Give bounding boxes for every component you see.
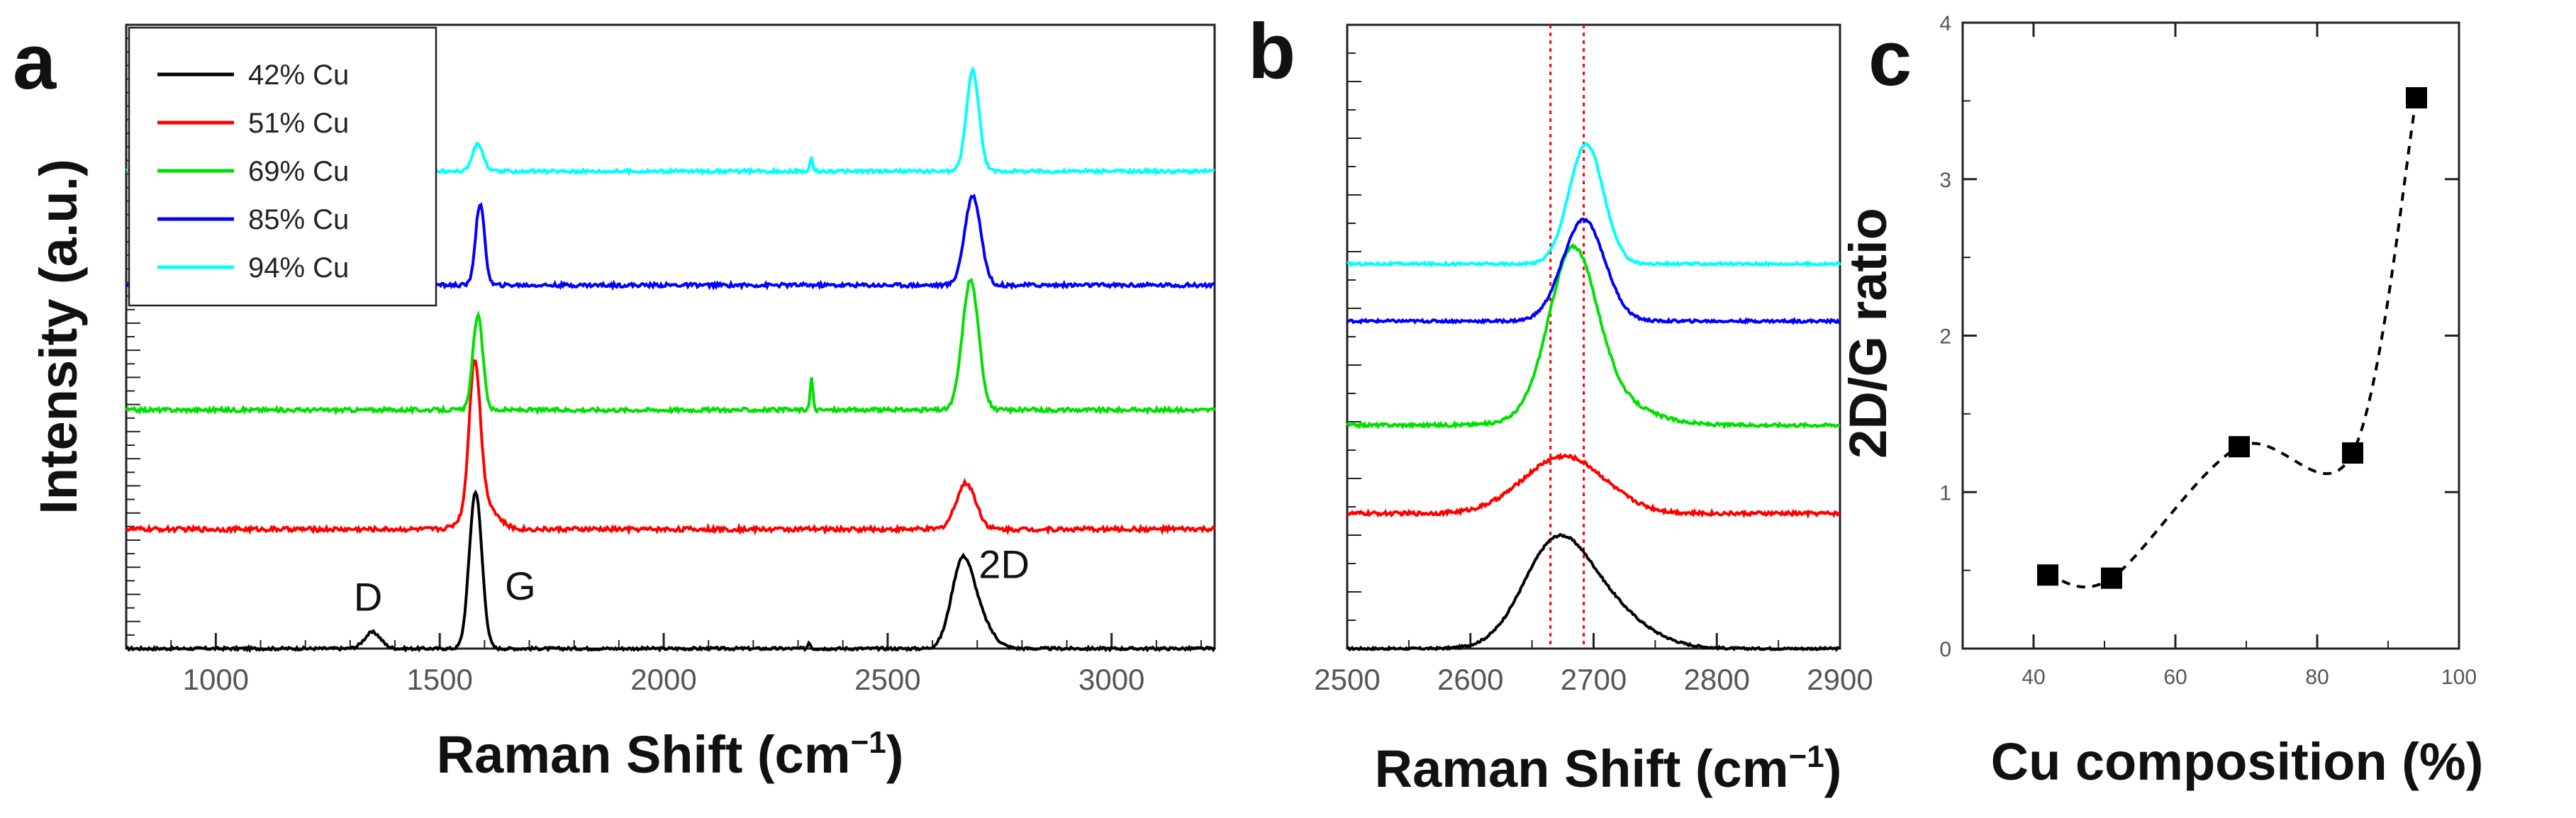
panel-b-x-ticks: 2500 2600 2700 2800 2900 <box>1314 633 1873 696</box>
panel-c-y-ticks: 0 1 2 3 4 <box>1939 12 2459 661</box>
y-tick-label: 1 <box>1939 481 1951 505</box>
panel-b-x-axis-superscript: −1 <box>1789 739 1824 774</box>
series-line-42cu <box>126 489 1216 654</box>
peak-label-g: G <box>505 564 536 608</box>
x-tick-label: 2900 <box>1807 663 1873 696</box>
x-tick-label: 3000 <box>1078 663 1144 696</box>
series-line-94cu <box>1346 142 1841 269</box>
panel-a-series <box>125 65 1216 654</box>
x-tick-label: 80 <box>2305 666 2329 689</box>
legend-entries: 42% Cu 51% Cu 69% Cu 85% Cu 94% Cu <box>157 60 349 284</box>
panel-letter-c: c <box>1868 15 1912 102</box>
legend-label: 69% Cu <box>248 156 349 187</box>
panel-b: 2500 2600 2700 2800 2900 Raman Shift (cm−1) <box>1314 23 1873 798</box>
trend-line <box>2047 97 2418 589</box>
data-point <box>2406 86 2427 108</box>
series-line-51cu <box>125 359 1216 536</box>
panel-letter-b: b <box>1248 8 1295 95</box>
x-tick-label: 2600 <box>1437 663 1503 696</box>
series-line-51cu <box>1346 452 1841 520</box>
legend-label: 94% Cu <box>248 252 349 284</box>
panel-a-x-axis-title: Raman Shift (cm−1) <box>437 725 904 784</box>
panel-c-y-axis-title: 2D/G ratio <box>1839 208 1897 459</box>
panel-letter-a: a <box>13 18 57 106</box>
series-line-85cu <box>1346 217 1841 325</box>
panel-c-plot-frame <box>1961 21 2460 650</box>
x-tick-label: 2500 <box>1314 663 1380 696</box>
data-point <box>2229 436 2250 458</box>
panel-b-x-axis-title: Raman Shift (cm−1) <box>1375 739 1842 798</box>
x-tick-label: 2700 <box>1561 663 1627 696</box>
peak-label-d: D <box>354 574 382 619</box>
panel-c: 0 1 2 3 4 40 60 80 100 Cu composition (%) 2D/G … <box>1839 12 2483 791</box>
x-tick-label: 1500 <box>406 663 472 696</box>
panel-a: 1000 1500 2000 2500 3000 D G 2D 42% Cu 51% Cu 69… <box>29 23 1216 784</box>
data-point <box>2101 567 2122 589</box>
peak-label-2d: 2D <box>978 542 1030 587</box>
legend-label: 42% Cu <box>248 60 349 91</box>
legend-label: 85% Cu <box>248 204 349 235</box>
panel-c-series <box>2037 86 2427 589</box>
series-line-69cu <box>1346 242 1841 430</box>
y-tick-label: 4 <box>1939 12 1951 35</box>
panel-a-x-ticks: 1000 1500 2000 2500 3000 <box>126 633 1203 696</box>
panel-b-x-axis-close: ) <box>1824 739 1842 798</box>
data-point <box>2342 442 2363 464</box>
panel-a-y-axis-title: Intensity (a.u.) <box>29 159 88 515</box>
panel-b-reference-lines <box>1549 25 1585 649</box>
panel-b-plot-frame <box>1346 23 1841 650</box>
panel-b-y-minor-ticks <box>1347 52 1361 621</box>
x-tick-label: 1000 <box>183 663 249 696</box>
panel-a-legend: 42% Cu 51% Cu 69% Cu 85% Cu 94% Cu <box>128 26 437 307</box>
panel-a-annotations: D G 2D <box>354 542 1030 620</box>
panel-b-series <box>1346 142 1841 652</box>
y-tick-label: 0 <box>1939 638 1951 661</box>
data-point <box>2037 564 2058 586</box>
x-tick-label: 2800 <box>1684 663 1750 696</box>
x-tick-label: 40 <box>2022 666 2045 689</box>
panel-a-x-axis-superscript: −1 <box>851 725 886 760</box>
panel-a-x-axis-close: ) <box>886 725 904 784</box>
x-tick-label: 60 <box>2163 666 2187 689</box>
legend-label: 51% Cu <box>248 108 349 139</box>
panel-c-x-ticks: 40 60 80 100 <box>1962 23 2477 689</box>
series-line-69cu <box>125 277 1216 415</box>
panel-c-x-axis-title: Cu composition (%) <box>1991 732 2484 791</box>
y-tick-label: 3 <box>1939 169 1951 192</box>
series-line-42cu <box>1346 532 1841 652</box>
y-tick-label: 2 <box>1939 325 1951 349</box>
x-tick-label: 2000 <box>630 663 696 696</box>
x-tick-label: 2500 <box>854 663 920 696</box>
x-tick-label: 100 <box>2441 666 2477 689</box>
